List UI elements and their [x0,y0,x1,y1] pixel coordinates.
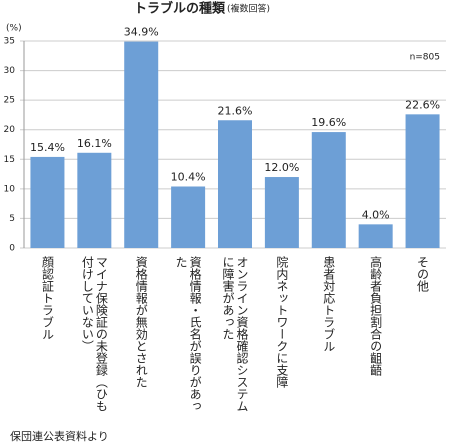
bar [264,177,299,248]
y-tick-label: 20 [4,125,16,135]
value-label: 15.4% [30,141,65,154]
bar [218,120,252,248]
value-label: 12.0% [264,161,299,174]
bar [311,132,346,248]
x-tick-label: オンライン資格確認システムに障害があった [221,256,249,412]
bar [77,152,112,248]
source: 保団連公表資料より [10,430,109,443]
x-tick-label: 資格情報が無効とされた [134,256,149,388]
x-tick-label: 資格情報・氏名が誤りがあった [174,256,203,412]
x-tick-label: その他 [415,256,430,292]
y-tick-label: 25 [4,96,15,106]
x-tick-label: 院内ネットワークに支障 [274,256,289,388]
chart-title: トラブルの種類 [134,1,226,17]
value-label: 34.9% [124,26,159,39]
bar [124,41,159,248]
bar [358,224,393,248]
y-tick-label: 35 [4,37,15,47]
x-tick-label: 高齢者負担割合の齟齬 [368,256,383,376]
chart-subtitle: (複数回答) [227,3,270,15]
value-label: 4.0% [362,208,390,221]
value-label: 19.6% [311,116,346,129]
value-label: 10.4% [171,170,206,183]
y-unit: (%) [6,24,22,34]
value-label: 16.1% [77,137,112,150]
bar [171,186,206,248]
y-tick-label: 15 [4,155,15,165]
y-tick-label: 5 [9,214,15,224]
bar [30,156,65,248]
x-tick-label: 顔認証トラブル [40,256,55,340]
y-tick-label: 10 [4,184,16,194]
x-tick-label: 患者対応トラブル [321,256,336,352]
value-label: 22.6% [405,98,440,111]
y-tick-label: 0 [9,244,15,254]
x-tick-label: マイナ保険証の未登録（ひも付けしていない） [80,256,109,412]
y-tick-label: 30 [4,66,16,76]
value-label: 21.6% [218,104,253,117]
bar [405,114,440,248]
note: n=805 [410,53,440,63]
